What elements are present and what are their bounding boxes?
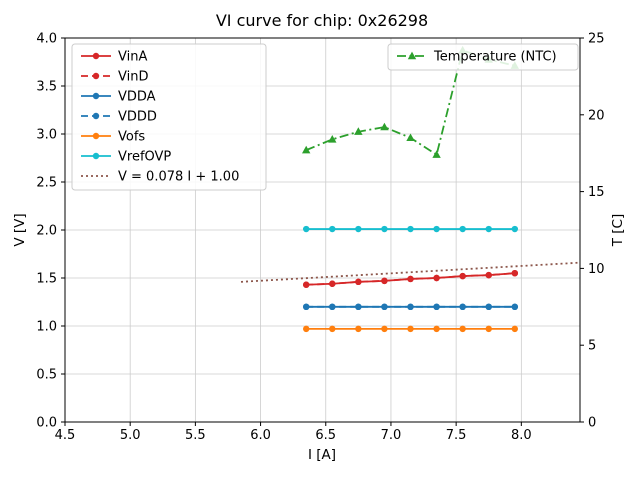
y-tick-label-left: 0.5 [36, 368, 57, 383]
marker-circle [303, 281, 310, 288]
series-vrefovp [303, 225, 519, 233]
marker-circle [329, 325, 336, 333]
marker-circle [329, 303, 336, 310]
marker-circle [511, 325, 519, 333]
legend-right: Temperature (NTC) [387, 43, 579, 71]
marker-circle [381, 303, 388, 310]
chart-title: VI curve for chip: 0x26298 [215, 11, 429, 30]
series-v-0-078-i-1-00 [240, 261, 581, 283]
marker-circle [459, 272, 466, 280]
y-tick-label-left: 1.0 [36, 320, 57, 335]
legend-label: VDDA [118, 90, 156, 105]
marker-circle [355, 225, 362, 233]
marker-circle [407, 303, 414, 310]
marker-circle [485, 325, 492, 333]
marker-circle [407, 225, 414, 233]
legend-label: VrefOVP [118, 150, 171, 165]
marker-circle [355, 278, 362, 286]
marker-circle [92, 72, 100, 80]
y-tick-label-right: 5 [588, 339, 596, 354]
y-tick-label-right: 20 [588, 108, 605, 123]
marker-circle [459, 325, 466, 333]
marker-circle [355, 303, 362, 310]
series-vofs [303, 325, 519, 333]
y-tick-label-left: 4.0 [36, 32, 57, 47]
legend-label: Vofs [118, 130, 145, 145]
marker-circle [92, 52, 100, 60]
marker-circle [407, 325, 414, 333]
x-tick-label: 6.0 [250, 428, 271, 443]
marker-circle [381, 225, 388, 233]
x-tick-label: 4.5 [55, 428, 76, 443]
marker-circle [433, 225, 440, 233]
marker-circle [433, 303, 440, 310]
marker-circle [511, 225, 519, 233]
legend-label: Temperature (NTC) [433, 50, 557, 65]
marker-circle [485, 271, 492, 279]
marker-circle [381, 325, 388, 333]
y-tick-label-left: 0.0 [36, 416, 57, 431]
legend-label: VinA [118, 50, 147, 65]
y-tick-label-left: 1.5 [36, 272, 57, 287]
legend-left-frame [71, 43, 267, 191]
legend-right-frame [387, 43, 579, 71]
marker-triangle [380, 122, 389, 131]
y-tick-label-right: 15 [588, 185, 605, 200]
marker-circle [329, 225, 336, 233]
marker-triangle [432, 150, 441, 158]
marker-circle [303, 225, 310, 233]
marker-triangle [407, 51, 417, 60]
x-axis-label: I [A] [307, 447, 337, 463]
x-tick-label: 7.5 [446, 428, 467, 443]
marker-triangle [406, 133, 415, 142]
marker-circle [485, 303, 492, 310]
y-tick-label-left: 3.5 [36, 80, 57, 95]
axis-ticks [61, 37, 584, 426]
x-tick-label: 5.0 [120, 428, 141, 443]
marker-circle [459, 303, 466, 310]
marker-circle [381, 277, 388, 285]
y-tick-label-left: 3.0 [36, 128, 57, 143]
marker-circle [459, 225, 466, 233]
marker-circle [92, 92, 100, 100]
x-tick-label: 6.5 [315, 428, 336, 443]
legend-label: V = 0.078 I + 1.00 [118, 170, 239, 185]
marker-triangle [354, 127, 363, 135]
marker-circle [92, 112, 100, 120]
legend-label: VDDD [118, 110, 157, 125]
marker-circle [303, 303, 310, 310]
legend-left: VinA VinD VDDA VDDD Vofs VrefOVP V = 0.078 I +… [71, 43, 267, 191]
x-tick-label: 7.0 [381, 428, 402, 443]
marker-circle [485, 225, 492, 233]
marker-triangle [302, 145, 311, 154]
marker-circle [407, 275, 414, 283]
marker-circle [433, 274, 440, 282]
marker-triangle [328, 134, 337, 143]
marker-circle [511, 303, 519, 310]
marker-circle [511, 270, 519, 277]
x-tick-label: 8.0 [511, 428, 532, 443]
y-tick-label-left: 2.5 [36, 176, 57, 191]
marker-circle [433, 325, 440, 333]
marker-circle [303, 325, 310, 333]
series-vddd [303, 303, 519, 310]
legend-label: VinD [118, 70, 148, 85]
tick-labels: 4.5 5.0 5.5 6.0 6.5 7.0 7.5 8.0 0.0 0.5 1.0 1.5 2.0 2… [36, 32, 604, 444]
y-tick-label-right: 10 [588, 262, 605, 277]
x-tick-label: 5.5 [185, 428, 206, 443]
y-tick-label-left: 2.0 [36, 224, 57, 239]
marker-circle [329, 280, 336, 287]
series-vind [303, 270, 519, 288]
marker-circle [355, 325, 362, 333]
marker-circle [92, 152, 100, 160]
y-tick-label-right: 25 [588, 32, 605, 47]
y-tick-label-right: 0 [588, 416, 596, 431]
marker-circle [92, 132, 100, 140]
